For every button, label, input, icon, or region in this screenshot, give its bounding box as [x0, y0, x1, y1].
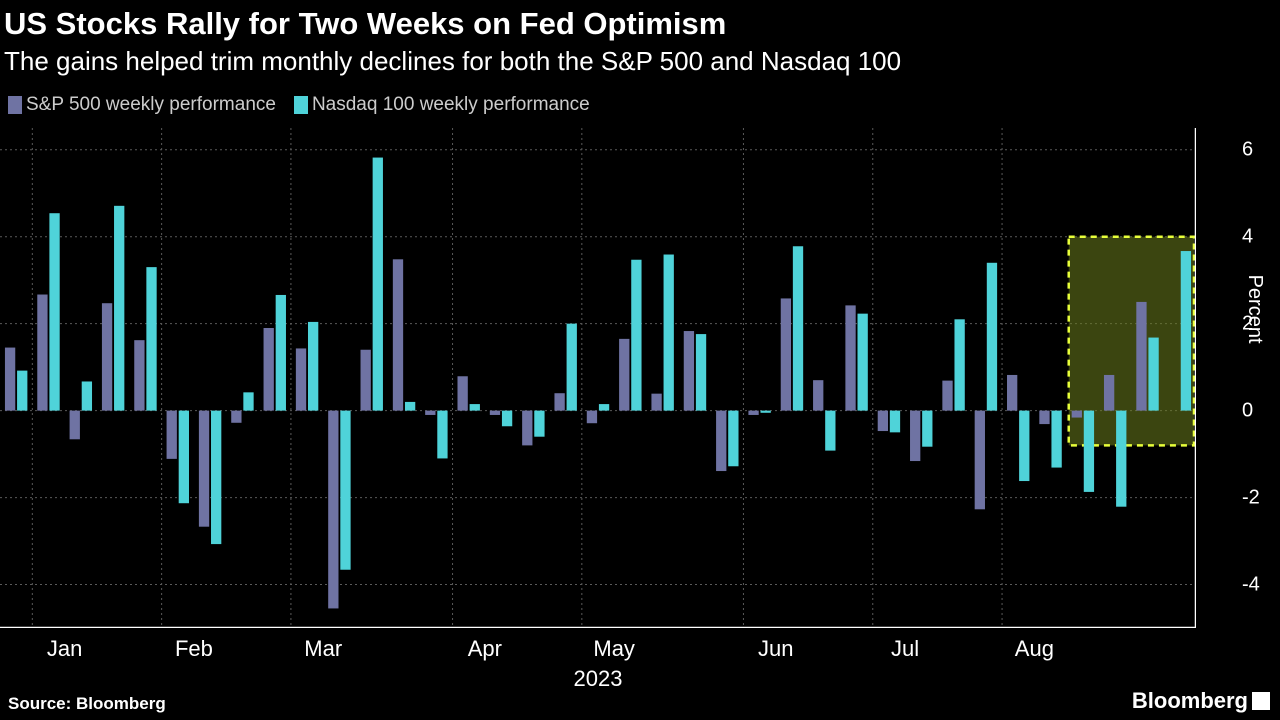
legend-item-sp500: S&P 500 weekly performance [8, 94, 276, 116]
chart-svg [0, 128, 1196, 628]
y-tick-label: -4 [1242, 573, 1260, 596]
y-tick-label: 4 [1242, 225, 1253, 248]
x-tick-label: Feb [175, 636, 213, 662]
x-tick-label: May [593, 636, 635, 662]
legend: S&P 500 weekly performance Nasdaq 100 we… [8, 94, 590, 116]
legend-label-nasdaq: Nasdaq 100 weekly performance [312, 94, 590, 116]
x-tick-label: Jan [47, 636, 82, 662]
x-tick-label: Apr [468, 636, 502, 662]
legend-item-nasdaq: Nasdaq 100 weekly performance [294, 94, 590, 116]
brand-text: Bloomberg [1132, 688, 1248, 714]
x-tick-label: Jul [891, 636, 919, 662]
legend-swatch-nasdaq [294, 96, 308, 114]
y-tick-label: -2 [1242, 486, 1260, 509]
legend-label-sp500: S&P 500 weekly performance [26, 94, 276, 116]
y-axis-title: Percent [1243, 275, 1266, 344]
x-axis-year: 2023 [574, 666, 623, 692]
brand-label: Bloomberg [1132, 688, 1270, 714]
chart-title: US Stocks Rally for Two Weeks on Fed Opt… [4, 6, 726, 42]
y-tick-label: 6 [1242, 138, 1253, 161]
source-label: Source: Bloomberg [8, 694, 166, 714]
x-tick-label: Aug [1015, 636, 1054, 662]
legend-swatch-sp500 [8, 96, 22, 114]
y-tick-label: 0 [1242, 399, 1253, 422]
chart-subtitle: The gains helped trim monthly declines f… [4, 46, 901, 77]
brand-icon [1252, 692, 1270, 710]
x-axis-labels: Jan Feb Mar Apr May Jun Jul Aug [0, 636, 1196, 666]
x-tick-label: Mar [304, 636, 342, 662]
x-tick-label: Jun [758, 636, 793, 662]
chart-plot-area: -4-20246 [0, 128, 1196, 628]
